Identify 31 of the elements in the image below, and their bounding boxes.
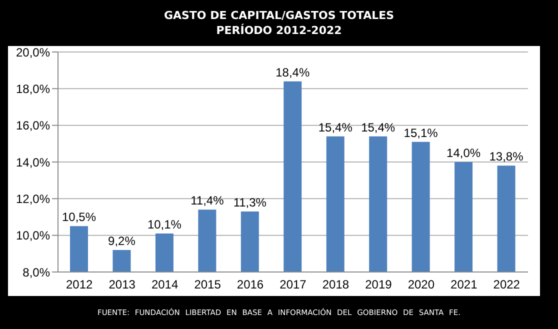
data-label: 18,4% — [276, 65, 310, 80]
y-tick-label: 20,0% — [16, 45, 50, 60]
chart-title: GASTO DE CAPITAL/GASTOS TOTALES — [162, 8, 396, 23]
x-tick-label: 2018 — [322, 278, 350, 292]
x-tick-label: 2013 — [108, 278, 136, 292]
data-label: 11,4% — [190, 194, 224, 208]
y-tick-label: 18,0% — [16, 82, 50, 96]
x-tick-label: 2022 — [493, 278, 520, 292]
data-label: 14,0% — [446, 146, 481, 160]
chart-subtitle: PERÍODO 2012-2022 — [215, 23, 343, 38]
data-label: 15,1% — [404, 126, 438, 140]
data-label: 11,3% — [233, 196, 267, 210]
data-label: 13,8% — [489, 150, 524, 164]
x-tick-label: 2019 — [365, 278, 392, 292]
x-tick-label: 2020 — [408, 278, 435, 292]
data-label: 10,1% — [147, 218, 182, 232]
x-tick-label: 2017 — [280, 278, 307, 292]
y-tick-label: 8,0% — [22, 265, 50, 280]
data-label: 10,5% — [62, 210, 96, 224]
x-tick-label: 2014 — [151, 278, 178, 292]
data-label: 15,4% — [318, 120, 353, 134]
data-label: 9,2% — [108, 234, 136, 248]
x-tick-label: 2015 — [194, 278, 222, 292]
y-tick-label: 10,0% — [16, 228, 50, 243]
x-tick-label: 2021 — [450, 278, 478, 292]
x-tick-label: 2016 — [236, 278, 264, 292]
y-tick-label: 14,0% — [16, 155, 50, 170]
data-label: 15,4% — [361, 120, 396, 134]
y-tick-label: 16,0% — [16, 118, 50, 133]
y-tick-label: 12,0% — [16, 192, 50, 206]
x-tick-label: 2012 — [66, 278, 94, 292]
